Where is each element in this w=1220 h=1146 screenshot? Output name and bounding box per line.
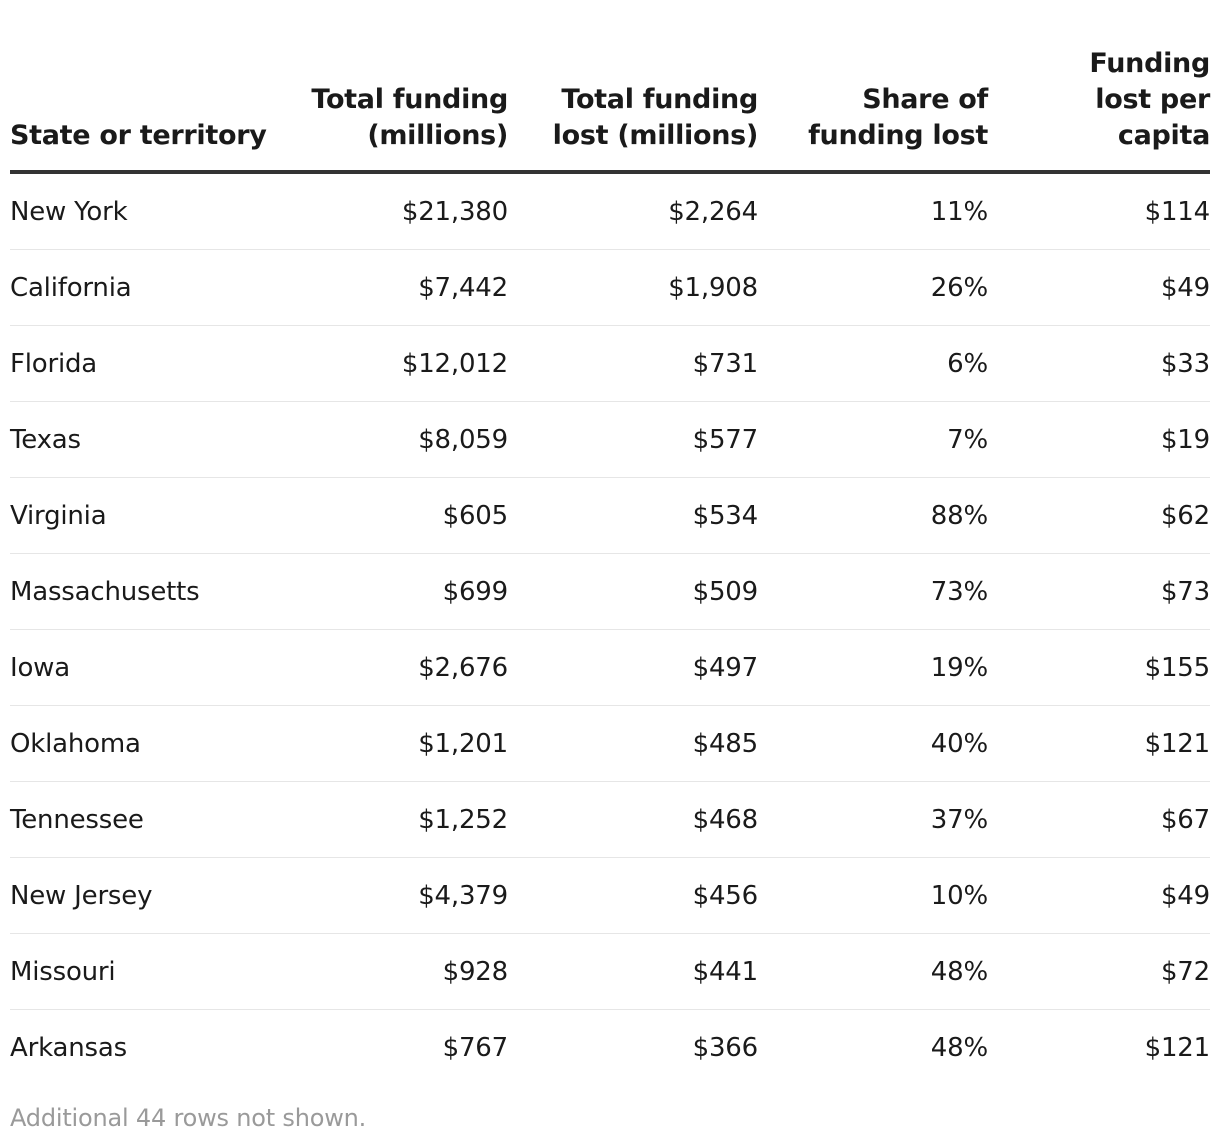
cell-total-funding: $2,676 bbox=[250, 629, 508, 706]
cell-share-lost: 6% bbox=[758, 325, 988, 402]
cell-state: Oklahoma bbox=[10, 705, 250, 782]
cell-state: Missouri bbox=[10, 933, 250, 1010]
cell-lost-per-capita: $62 bbox=[988, 477, 1210, 554]
cell-funding-lost: $731 bbox=[508, 325, 758, 402]
table-body: New York $21,380 $2,264 11% $114 California $7… bbox=[10, 172, 1210, 1085]
cell-state: New Jersey bbox=[10, 857, 250, 934]
cell-lost-per-capita: $33 bbox=[988, 325, 1210, 402]
cell-total-funding: $605 bbox=[250, 477, 508, 554]
cell-total-funding: $699 bbox=[250, 553, 508, 630]
table-row: Texas $8,059 $577 7% $19 bbox=[10, 401, 1210, 478]
cell-state: Texas bbox=[10, 401, 250, 478]
cell-state: Iowa bbox=[10, 629, 250, 706]
table-row: New Jersey $4,379 $456 10% $49 bbox=[10, 857, 1210, 934]
column-header-funding-lost: Total funding lost (millions) bbox=[508, 46, 759, 174]
cell-lost-per-capita: $121 bbox=[988, 705, 1210, 782]
cell-share-lost: 7% bbox=[758, 401, 988, 478]
cell-lost-per-capita: $49 bbox=[988, 249, 1210, 326]
cell-lost-per-capita: $114 bbox=[988, 172, 1210, 250]
cell-state: California bbox=[10, 249, 250, 326]
column-header-label: Share of funding lost bbox=[758, 82, 988, 154]
cell-share-lost: 48% bbox=[758, 933, 988, 1010]
column-header-share-lost: Share of funding lost bbox=[758, 46, 988, 174]
cell-funding-lost: $534 bbox=[508, 477, 758, 554]
table-row: Virginia $605 $534 88% $62 bbox=[10, 477, 1210, 554]
cell-total-funding: $1,252 bbox=[250, 781, 508, 858]
cell-total-funding: $928 bbox=[250, 933, 508, 1010]
column-header-label: Total funding (millions) bbox=[250, 82, 508, 154]
column-header-label: Total funding lost (millions) bbox=[508, 82, 759, 154]
cell-state: Tennessee bbox=[10, 781, 250, 858]
cell-funding-lost: $497 bbox=[508, 629, 758, 706]
cell-share-lost: 73% bbox=[758, 553, 988, 630]
column-header-label: Funding lost per capita bbox=[988, 46, 1210, 154]
cell-state: New York bbox=[10, 172, 250, 250]
table-row: Oklahoma $1,201 $485 40% $121 bbox=[10, 705, 1210, 782]
cell-lost-per-capita: $49 bbox=[988, 857, 1210, 934]
cell-state: Florida bbox=[10, 325, 250, 402]
cell-funding-lost: $1,908 bbox=[508, 249, 758, 326]
cell-total-funding: $12,012 bbox=[250, 325, 508, 402]
table-row: California $7,442 $1,908 26% $49 bbox=[10, 249, 1210, 326]
cell-total-funding: $4,379 bbox=[250, 857, 508, 934]
table-row: New York $21,380 $2,264 11% $114 bbox=[10, 172, 1210, 250]
table-header-row: State or territory Total funding (millions… bbox=[10, 46, 1210, 174]
cell-funding-lost: $366 bbox=[692, 1032, 759, 1063]
cell-lost-per-capita: $19 bbox=[988, 401, 1210, 478]
table-row: Massachusetts $699 $509 73% $73 bbox=[10, 553, 1210, 630]
table-row: Tennessee $1,252 $468 37% $67 bbox=[10, 781, 1210, 858]
cell-funding-lost: $2,264 bbox=[508, 172, 758, 250]
cell-lost-per-capita: $121 bbox=[1144, 1032, 1211, 1063]
cell-share-lost: 10% bbox=[758, 857, 988, 934]
column-header-label: State or territory bbox=[10, 118, 267, 154]
column-header-state: State or territory bbox=[10, 46, 267, 174]
column-header-line: (millions) bbox=[367, 120, 508, 151]
cell-lost-per-capita: $73 bbox=[988, 553, 1210, 630]
table-row: Arkansas $767 $366 48% $121 bbox=[10, 1010, 1210, 1086]
cell-funding-lost: $509 bbox=[508, 553, 758, 630]
cell-share-lost: 19% bbox=[758, 629, 988, 706]
cell-total-funding: $1,201 bbox=[250, 705, 508, 782]
column-header-line: State or territory bbox=[10, 120, 267, 151]
cell-state: Arkansas bbox=[10, 1032, 127, 1063]
cell-funding-lost: $577 bbox=[508, 401, 758, 478]
cell-lost-per-capita: $155 bbox=[988, 629, 1210, 706]
column-header-line: lost per bbox=[1095, 84, 1210, 115]
column-header-total-funding: Total funding (millions) bbox=[250, 46, 508, 174]
cell-funding-lost: $468 bbox=[508, 781, 758, 858]
cell-funding-lost: $456 bbox=[508, 857, 758, 934]
cell-share-lost: 40% bbox=[758, 705, 988, 782]
cell-total-funding: $767 bbox=[442, 1032, 509, 1063]
column-header-line: capita bbox=[1117, 120, 1210, 151]
cell-funding-lost: $441 bbox=[508, 933, 758, 1010]
column-header-line: funding lost bbox=[808, 120, 988, 151]
table-row: Iowa $2,676 $497 19% $155 bbox=[10, 629, 1210, 706]
rows-not-shown-note: Additional 44 rows not shown. bbox=[10, 1104, 367, 1132]
cell-share-lost: 37% bbox=[758, 781, 988, 858]
table-row: Missouri $928 $441 48% $72 bbox=[10, 933, 1210, 1010]
cell-share-lost: 11% bbox=[758, 172, 988, 250]
cell-total-funding: $21,380 bbox=[250, 172, 508, 250]
column-header-line: Total funding bbox=[311, 84, 508, 115]
cell-share-lost: 48% bbox=[930, 1032, 988, 1063]
column-header-line: Share of bbox=[862, 84, 988, 115]
cell-total-funding: $8,059 bbox=[250, 401, 508, 478]
cell-state: Virginia bbox=[10, 477, 250, 554]
table-row: Florida $12,012 $731 6% $33 bbox=[10, 325, 1210, 402]
cell-lost-per-capita: $72 bbox=[988, 933, 1210, 1010]
cell-total-funding: $7,442 bbox=[250, 249, 508, 326]
data-table: State or territory Total funding (millions… bbox=[10, 46, 1210, 1085]
cell-share-lost: 88% bbox=[758, 477, 988, 554]
column-header-line: Funding bbox=[1089, 48, 1210, 79]
column-header-lost-per-capita: Funding lost per capita bbox=[988, 46, 1210, 174]
column-header-line: Total funding bbox=[561, 84, 758, 115]
cell-lost-per-capita: $67 bbox=[988, 781, 1210, 858]
cell-state: Massachusetts bbox=[10, 553, 250, 630]
cell-share-lost: 26% bbox=[758, 249, 988, 326]
column-header-line: lost (millions) bbox=[552, 120, 759, 151]
cell-funding-lost: $485 bbox=[508, 705, 758, 782]
